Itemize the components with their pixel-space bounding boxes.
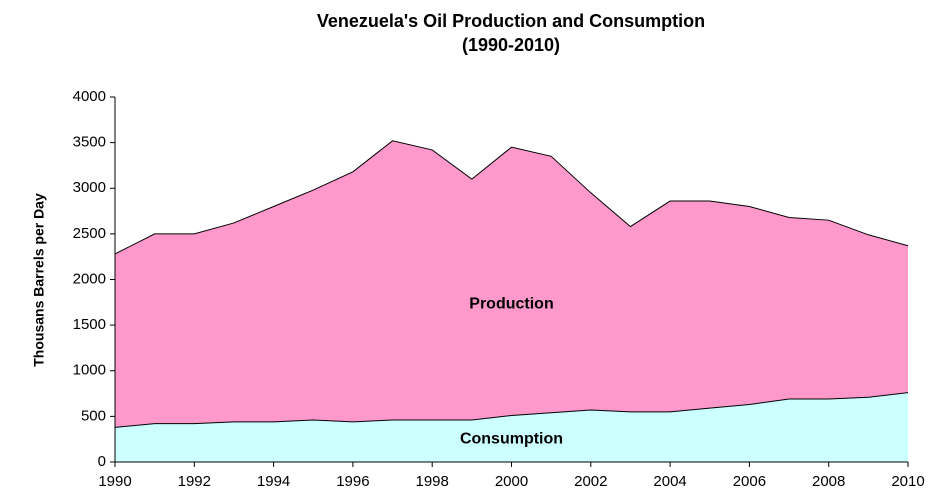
area-line <box>114 140 909 255</box>
x-tick-label: 1992 <box>178 473 211 490</box>
y-tick-label: 3500 <box>73 134 106 151</box>
y-tick-label: 1500 <box>73 316 106 333</box>
x-tick-label: 2010 <box>891 473 924 490</box>
x-tick-label: 2006 <box>733 473 766 490</box>
x-tick-label: 2000 <box>495 473 528 490</box>
y-tick-label: 500 <box>81 407 106 424</box>
y-axis-title: Thousans Barrels per Day <box>31 193 47 367</box>
area <box>115 140 908 463</box>
x-tick-label: 1994 <box>257 473 290 490</box>
chart-title: Venezuela's Oil Production and Consumpti… <box>317 11 705 31</box>
y-tick-label: 3000 <box>73 179 106 196</box>
x-tick-label: 1998 <box>416 473 449 490</box>
y-tick-label: 2000 <box>73 270 106 287</box>
y-tick-label: 1000 <box>73 362 106 379</box>
series-label: Production <box>469 295 553 312</box>
x-tick-label: 2004 <box>653 473 686 490</box>
series-label: Consumption <box>460 430 563 447</box>
x-tick-label: 1990 <box>98 473 131 490</box>
y-tick-label: 0 <box>98 453 106 470</box>
area-line <box>114 392 909 428</box>
y-tick-label: 4000 <box>73 88 106 105</box>
x-tick-label: 1996 <box>336 473 369 490</box>
x-tick-label: 2008 <box>812 473 845 490</box>
y-tick-label: 2500 <box>73 225 106 242</box>
area <box>115 392 908 462</box>
x-tick-label: 2002 <box>574 473 607 490</box>
chart-subtitle: (1990-2010) <box>462 35 560 55</box>
